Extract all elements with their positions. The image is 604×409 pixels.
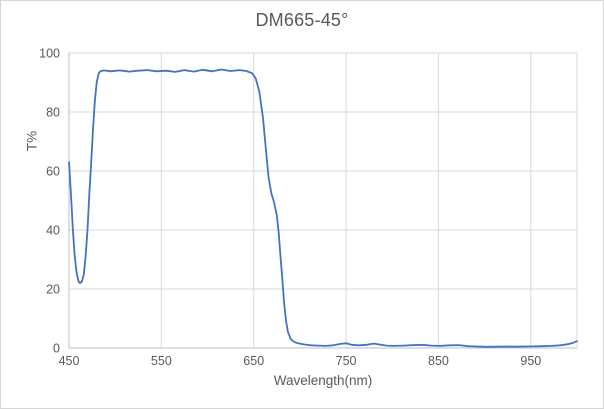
x-tick-label: 550 [151, 354, 172, 368]
x-tick-label: 450 [59, 354, 80, 368]
transmission-curve [68, 68, 578, 348]
chart-title: DM665-45° [255, 10, 349, 30]
y-tick-label: 40 [46, 224, 60, 238]
y-tick-label: 100 [39, 47, 60, 61]
x-axis-title: Wavelength(nm) [273, 373, 373, 388]
x-tick-label: 750 [336, 354, 357, 368]
y-tick-label: 0 [53, 342, 60, 356]
x-tick-label: 850 [428, 354, 449, 368]
x-tick-label: 650 [243, 354, 264, 368]
y-tick-label: 80 [46, 106, 60, 120]
y-tick-label: 20 [46, 283, 60, 297]
y-tick-label: 60 [46, 165, 60, 179]
x-tick-label: 950 [520, 354, 541, 368]
